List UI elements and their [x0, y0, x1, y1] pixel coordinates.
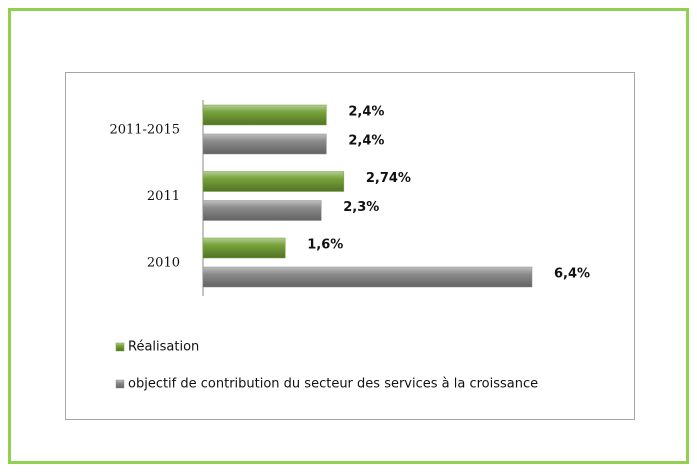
value-label: 2,4%	[348, 105, 384, 120]
bar	[202, 104, 327, 126]
y-tick-label: 2010	[147, 256, 180, 271]
legend-label: objectif de contribution du secteur des …	[128, 377, 538, 392]
bar	[202, 200, 322, 221]
legend-swatch	[115, 342, 125, 352]
bar	[202, 171, 345, 192]
y-tick-label: 2011	[147, 189, 180, 204]
legend-label: Réalisation	[128, 340, 199, 355]
bar	[202, 237, 286, 259]
value-label: 2,74%	[366, 171, 411, 186]
legend-swatch	[115, 379, 125, 389]
y-tick-label: 2011-2015	[109, 123, 180, 138]
chart-area	[65, 72, 635, 420]
bar	[202, 266, 533, 288]
value-label: 2,4%	[348, 134, 384, 149]
bar	[202, 133, 327, 155]
value-label: 1,6%	[307, 238, 343, 253]
value-label: 2,3%	[343, 200, 379, 215]
value-label: 6,4%	[554, 267, 590, 282]
